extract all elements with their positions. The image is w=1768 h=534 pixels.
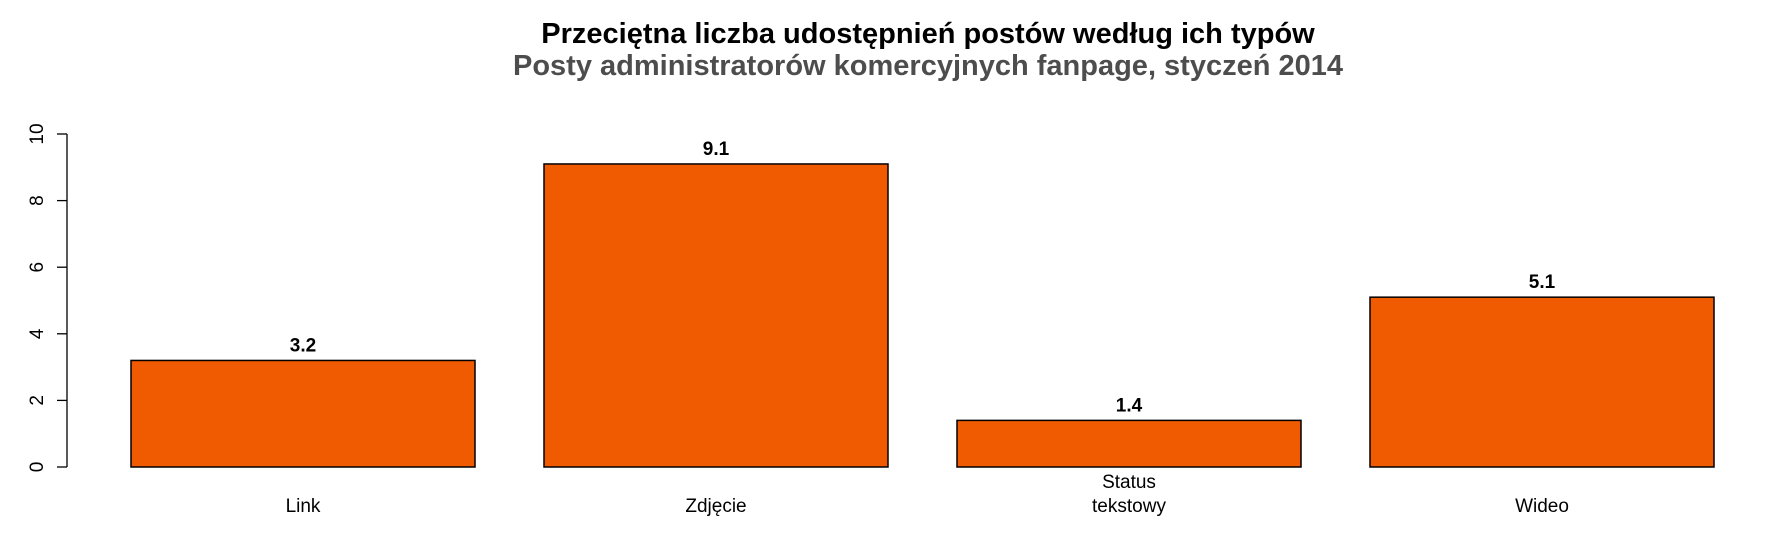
y-tick-label: 8 <box>27 195 48 206</box>
category-label: Link <box>286 496 321 517</box>
data-label: 9.1 <box>703 139 730 160</box>
chart-title: Przeciętna liczba udostępnień postów wed… <box>541 18 1315 50</box>
y-tick-label: 2 <box>27 395 48 406</box>
category-label: Zdjęcie <box>685 496 746 517</box>
x-labels-group: Link Zdjęcie Status tekstowy Wideo <box>286 472 1569 517</box>
bar <box>543 163 889 468</box>
data-label: 5.1 <box>1529 272 1556 293</box>
bar <box>130 359 476 468</box>
data-label: 1.4 <box>1116 395 1143 416</box>
data-labels-group: 3.2 9.1 1.4 5.1 <box>290 139 1556 416</box>
bar <box>956 419 1302 468</box>
category-label: tekstowy <box>1092 496 1166 517</box>
y-tick-label: 0 <box>27 462 48 473</box>
bar <box>1369 296 1715 468</box>
y-tick-label: 6 <box>27 262 48 273</box>
chart-subtitle: Posty administratorów komercyjnych fanpa… <box>513 50 1343 82</box>
y-tick-label: 4 <box>27 328 48 339</box>
data-label: 3.2 <box>290 335 316 356</box>
y-axis: 0 2 4 6 8 10 <box>27 123 68 473</box>
category-label: Wideo <box>1515 496 1569 517</box>
bars-group <box>130 163 1715 468</box>
category-label: Status <box>1102 472 1156 493</box>
y-tick-label: 10 <box>27 123 48 144</box>
